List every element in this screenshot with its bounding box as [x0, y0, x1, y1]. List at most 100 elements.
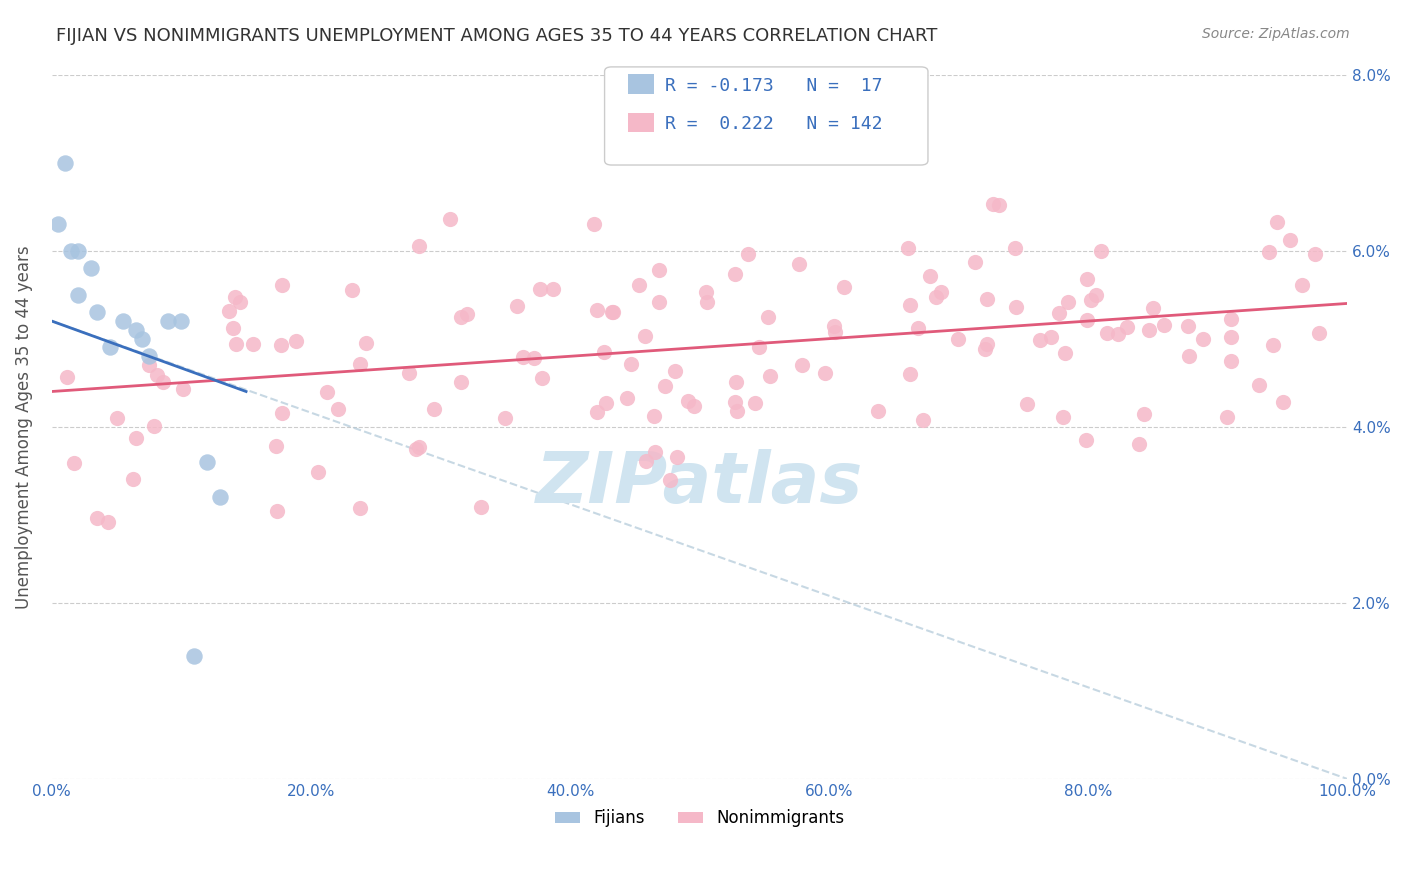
Point — [405, 442, 427, 457]
Point — [222, 320, 245, 334]
Point — [832, 280, 855, 294]
Point — [583, 217, 606, 231]
Point — [787, 257, 810, 271]
Point — [683, 399, 706, 413]
Point — [209, 490, 232, 504]
Point — [170, 314, 193, 328]
Point — [512, 350, 534, 364]
Point — [1178, 349, 1201, 363]
Point — [307, 465, 329, 479]
Point — [1133, 407, 1156, 421]
Point — [616, 391, 638, 405]
Point — [1247, 378, 1270, 392]
Point — [666, 450, 689, 465]
Point — [328, 401, 350, 416]
Point — [125, 431, 148, 445]
Point — [724, 376, 747, 390]
Point — [790, 358, 813, 372]
Point — [1291, 278, 1313, 293]
Point — [585, 302, 607, 317]
Point — [450, 310, 472, 324]
Text: FIJIAN VS NONIMMIGRANTS UNEMPLOYMENT AMONG AGES 35 TO 44 YEARS CORRELATION CHART: FIJIAN VS NONIMMIGRANTS UNEMPLOYMENT AMO… — [56, 27, 938, 45]
Point — [1191, 332, 1213, 346]
Point — [531, 371, 554, 385]
Point — [1047, 306, 1070, 320]
Point — [600, 305, 623, 319]
Point — [270, 278, 292, 293]
Point — [602, 304, 624, 318]
Point — [907, 321, 929, 335]
Point — [973, 342, 995, 356]
Point — [450, 375, 472, 389]
Point — [664, 364, 686, 378]
Point — [654, 379, 676, 393]
Point — [152, 376, 174, 390]
Point — [46, 217, 69, 231]
Point — [354, 336, 377, 351]
Point — [1095, 326, 1118, 341]
Point — [1017, 397, 1039, 411]
Point — [523, 351, 546, 365]
Text: Source: ZipAtlas.com: Source: ZipAtlas.com — [1202, 27, 1350, 41]
Point — [1308, 326, 1330, 340]
Point — [97, 515, 120, 529]
Point — [138, 358, 160, 372]
Point — [976, 292, 998, 306]
Point — [423, 401, 446, 416]
Point — [644, 445, 666, 459]
Point — [183, 648, 205, 663]
Point — [1039, 330, 1062, 344]
Point — [633, 329, 655, 343]
Point — [1153, 318, 1175, 333]
Point — [195, 455, 218, 469]
Point — [1258, 244, 1281, 259]
Point — [824, 325, 846, 339]
Point — [398, 366, 420, 380]
Point — [643, 409, 665, 423]
Point — [172, 382, 194, 396]
Point — [63, 456, 86, 470]
Point — [529, 282, 551, 296]
Point — [963, 254, 986, 268]
Point — [1090, 244, 1112, 259]
Point — [66, 287, 89, 301]
Point — [748, 340, 770, 354]
Point — [1029, 334, 1052, 348]
Point — [86, 510, 108, 524]
Point — [408, 440, 430, 454]
Point — [55, 370, 77, 384]
Point — [1279, 233, 1302, 247]
Point — [1005, 300, 1028, 314]
Legend: Fijians, Nonimmigrants: Fijians, Nonimmigrants — [548, 803, 851, 834]
Point — [224, 289, 246, 303]
Point — [898, 367, 921, 381]
Point — [470, 500, 492, 514]
Point — [1142, 301, 1164, 316]
Point — [1305, 246, 1327, 260]
Point — [1177, 319, 1199, 334]
Point — [1116, 320, 1139, 334]
Point — [66, 244, 89, 258]
Point — [125, 323, 148, 337]
Point — [142, 419, 165, 434]
Point — [1052, 410, 1074, 425]
Point — [595, 396, 617, 410]
Point — [1080, 293, 1102, 307]
Point — [1084, 288, 1107, 302]
Point — [737, 247, 759, 261]
Point — [744, 396, 766, 410]
Point — [1219, 354, 1241, 368]
Point — [264, 439, 287, 453]
Point — [976, 337, 998, 351]
Point — [285, 334, 308, 349]
Y-axis label: Unemployment Among Ages 35 to 44 years: Unemployment Among Ages 35 to 44 years — [15, 245, 32, 608]
Point — [898, 298, 921, 312]
Point — [929, 285, 952, 299]
Point — [157, 314, 180, 328]
Point — [1219, 312, 1241, 326]
Point — [1272, 395, 1295, 409]
Point — [1137, 323, 1160, 337]
Point — [1220, 330, 1243, 344]
Point — [911, 413, 934, 427]
Point — [349, 357, 371, 371]
